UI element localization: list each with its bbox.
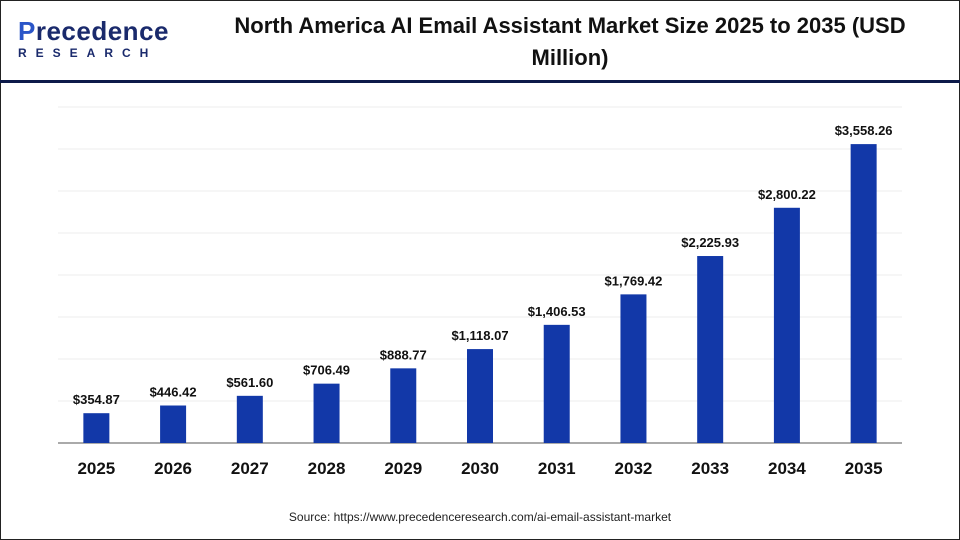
x-tick-label: 2034 xyxy=(768,459,806,478)
bar xyxy=(313,383,340,443)
bar xyxy=(697,256,724,443)
bar xyxy=(390,368,417,443)
data-label: $1,406.53 xyxy=(528,304,586,319)
bar xyxy=(236,395,263,443)
data-label: $561.60 xyxy=(226,375,273,390)
bar xyxy=(160,405,187,443)
x-tick-label: 2032 xyxy=(615,459,653,478)
x-tick-label: 2033 xyxy=(691,459,729,478)
data-label: $354.87 xyxy=(73,392,120,407)
data-label: $3,558.26 xyxy=(835,123,893,138)
x-tick-label: 2035 xyxy=(845,459,883,478)
data-label: $1,118.07 xyxy=(451,328,508,343)
data-label: $446.42 xyxy=(150,385,197,400)
logo-text: recedence xyxy=(35,16,169,46)
x-tick-label: 2031 xyxy=(538,459,576,478)
data-label: $2,225.93 xyxy=(681,235,739,250)
chart-title: North America AI Email Assistant Market … xyxy=(234,13,906,70)
bar xyxy=(620,294,647,443)
x-tick-label: 2026 xyxy=(154,459,192,478)
bar xyxy=(83,413,110,443)
x-tick-label: 2029 xyxy=(384,459,422,478)
bar xyxy=(543,324,570,443)
bar xyxy=(850,144,877,444)
logo-subtext: RESEARCH xyxy=(18,46,158,60)
data-label: $1,769.42 xyxy=(605,273,663,288)
bar xyxy=(773,207,800,443)
x-tick-label: 2027 xyxy=(231,459,269,478)
logo-initial: P xyxy=(18,16,36,46)
header: Precedence RESEARCH North America AI Ema… xyxy=(0,0,960,83)
source-note: Source: https://www.precedenceresearch.c… xyxy=(288,510,672,524)
data-label: $706.49 xyxy=(303,363,350,378)
x-tick-label: 2030 xyxy=(461,459,499,478)
precedence-research-logo: Precedence RESEARCH xyxy=(18,18,169,60)
bar xyxy=(467,349,493,443)
x-tick-label: 2025 xyxy=(77,459,115,478)
data-label: $888.77 xyxy=(380,347,427,362)
x-tick-label: 2028 xyxy=(308,459,346,478)
data-label: $2,800.22 xyxy=(758,187,816,202)
